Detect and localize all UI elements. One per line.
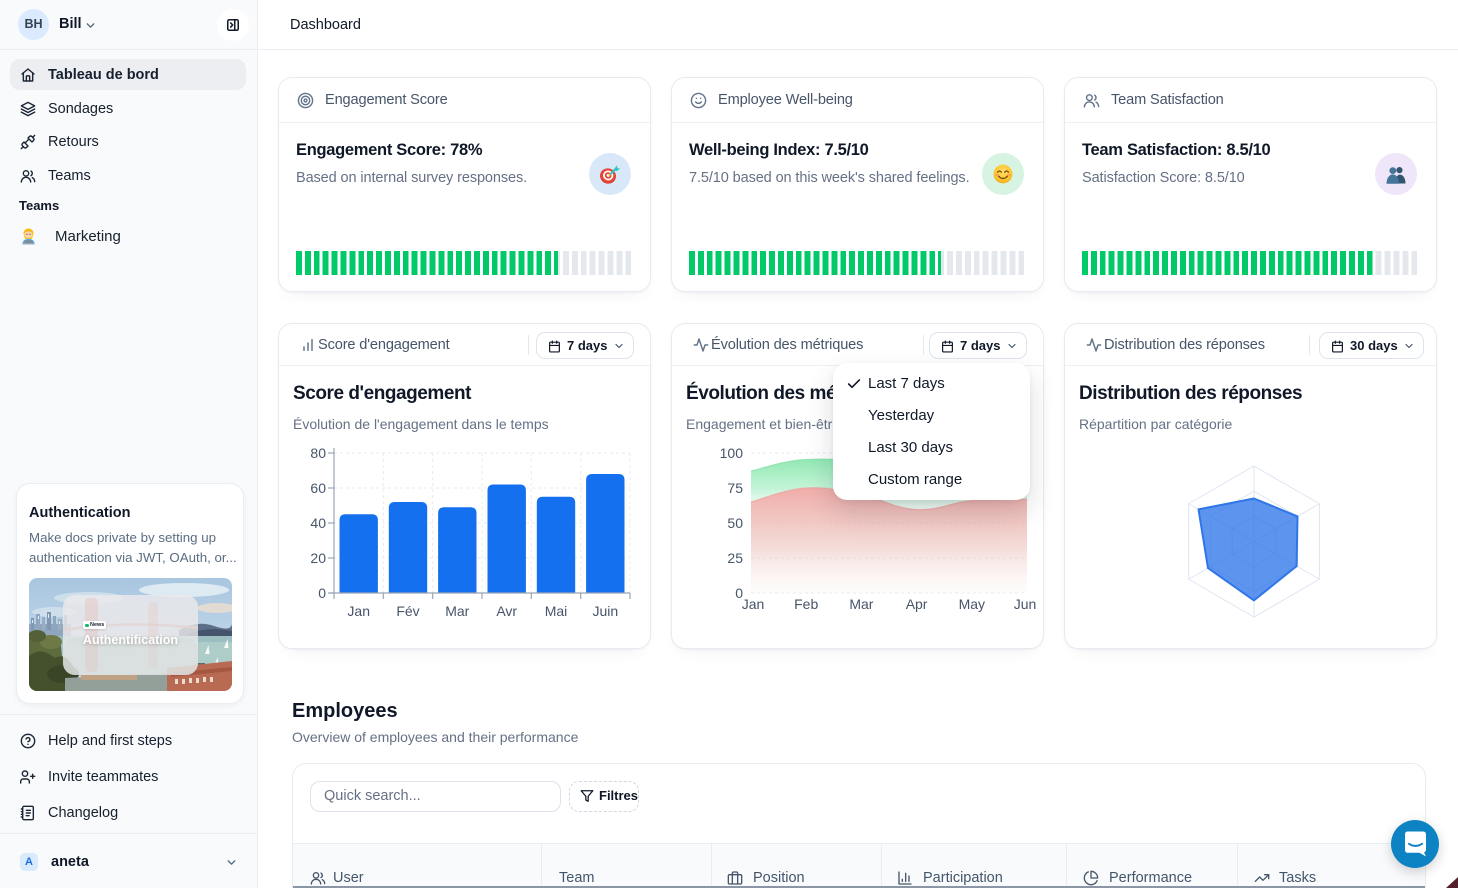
svg-text:0: 0: [735, 585, 743, 601]
svg-text:50: 50: [727, 515, 743, 531]
svg-text:Fév: Fév: [396, 603, 419, 619]
svg-text:Mar: Mar: [445, 603, 469, 619]
svg-text:20: 20: [310, 550, 326, 566]
svg-text:Jan: Jan: [742, 596, 765, 612]
svg-text:0: 0: [318, 585, 326, 601]
svg-text:Feb: Feb: [794, 596, 818, 612]
svg-text:Apr: Apr: [906, 596, 928, 612]
svg-text:Jan: Jan: [347, 603, 370, 619]
svg-text:Avr: Avr: [496, 603, 517, 619]
svg-text:Mar: Mar: [849, 596, 873, 612]
svg-text:40: 40: [310, 515, 326, 531]
svg-text:80: 80: [310, 445, 326, 461]
svg-text:100: 100: [720, 445, 744, 461]
svg-text:60: 60: [310, 480, 326, 496]
svg-text:Jun: Jun: [1014, 596, 1037, 612]
svg-text:Mai: Mai: [545, 603, 568, 619]
svg-text:Juin: Juin: [592, 603, 618, 619]
svg-text:75: 75: [727, 480, 743, 496]
svg-text:25: 25: [727, 550, 743, 566]
svg-text:May: May: [959, 596, 985, 612]
